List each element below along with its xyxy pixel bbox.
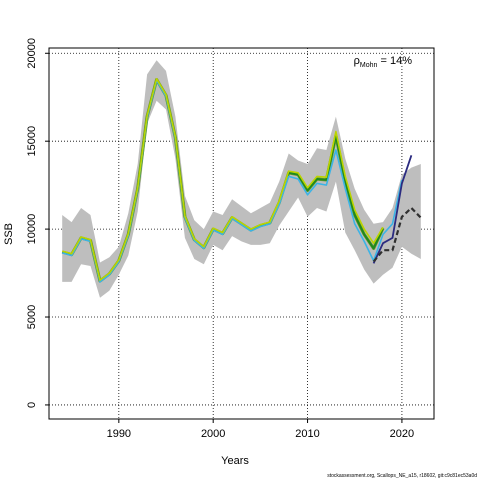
y-tick-label: 15000 xyxy=(26,126,38,157)
y-tick-label: 10000 xyxy=(26,214,38,245)
rho-subscript: Mohn xyxy=(360,62,378,69)
y-axis: 0 5000 10000 15000 20000 xyxy=(26,38,49,408)
x-tick-label: 2020 xyxy=(390,428,414,440)
series-lines xyxy=(61,77,422,283)
x-axis-label: Years xyxy=(221,455,249,467)
x-tick-label: 2000 xyxy=(201,428,225,440)
rho-symbol: ρ xyxy=(354,55,360,67)
x-axis: 1990 2000 2010 2020 xyxy=(107,419,414,440)
plot-frame xyxy=(48,47,435,420)
y-tick-label: 5000 xyxy=(26,305,38,329)
y-axis-label: SSB xyxy=(3,223,15,245)
series-line-3 xyxy=(61,78,384,281)
x-tick-label: 2010 xyxy=(295,428,319,440)
series-line-2 xyxy=(61,79,403,283)
y-tick-label: 0 xyxy=(26,402,38,408)
series-line-5 xyxy=(372,206,422,263)
mohn-rho-annotation: ρMohn = 14% xyxy=(354,55,413,69)
x-tick-label: 1990 xyxy=(107,428,131,440)
rho-value: = 14% xyxy=(377,55,412,67)
y-tick-label: 20000 xyxy=(26,38,38,69)
footer-credit: stockassessment.org, Scallops_NE_a15, r1… xyxy=(327,473,477,479)
series-line-4 xyxy=(372,155,413,264)
